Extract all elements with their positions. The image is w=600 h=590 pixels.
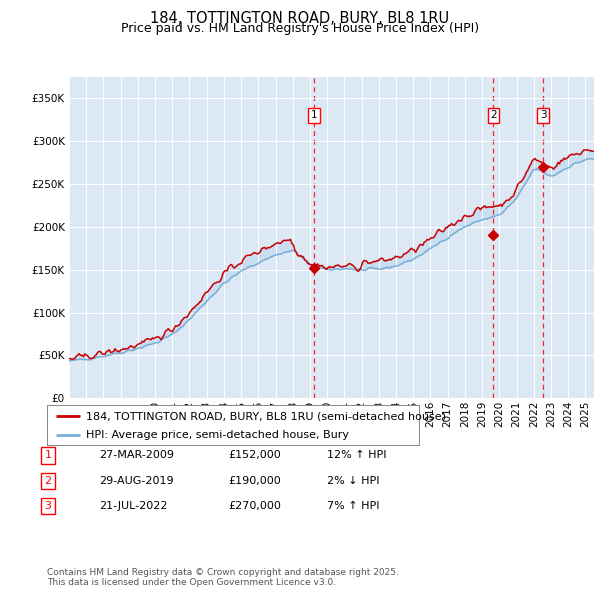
Text: £190,000: £190,000	[228, 476, 281, 486]
Text: 7% ↑ HPI: 7% ↑ HPI	[327, 502, 380, 511]
Text: 2% ↓ HPI: 2% ↓ HPI	[327, 476, 380, 486]
Text: 21-JUL-2022: 21-JUL-2022	[99, 502, 167, 511]
Text: 27-MAR-2009: 27-MAR-2009	[99, 451, 174, 460]
Text: Price paid vs. HM Land Registry's House Price Index (HPI): Price paid vs. HM Land Registry's House …	[121, 22, 479, 35]
Text: 2: 2	[44, 476, 52, 486]
Text: £152,000: £152,000	[228, 451, 281, 460]
Text: 29-AUG-2019: 29-AUG-2019	[99, 476, 173, 486]
Text: HPI: Average price, semi-detached house, Bury: HPI: Average price, semi-detached house,…	[86, 430, 349, 440]
Text: 184, TOTTINGTON ROAD, BURY, BL8 1RU (semi-detached house): 184, TOTTINGTON ROAD, BURY, BL8 1RU (sem…	[86, 411, 446, 421]
Text: 184, TOTTINGTON ROAD, BURY, BL8 1RU: 184, TOTTINGTON ROAD, BURY, BL8 1RU	[151, 11, 449, 25]
Text: 3: 3	[44, 502, 52, 511]
Text: Contains HM Land Registry data © Crown copyright and database right 2025.
This d: Contains HM Land Registry data © Crown c…	[47, 568, 398, 587]
Text: £270,000: £270,000	[228, 502, 281, 511]
Text: 12% ↑ HPI: 12% ↑ HPI	[327, 451, 386, 460]
Text: 1: 1	[311, 110, 317, 120]
Text: 3: 3	[540, 110, 547, 120]
Text: 1: 1	[44, 451, 52, 460]
Text: 2: 2	[490, 110, 497, 120]
